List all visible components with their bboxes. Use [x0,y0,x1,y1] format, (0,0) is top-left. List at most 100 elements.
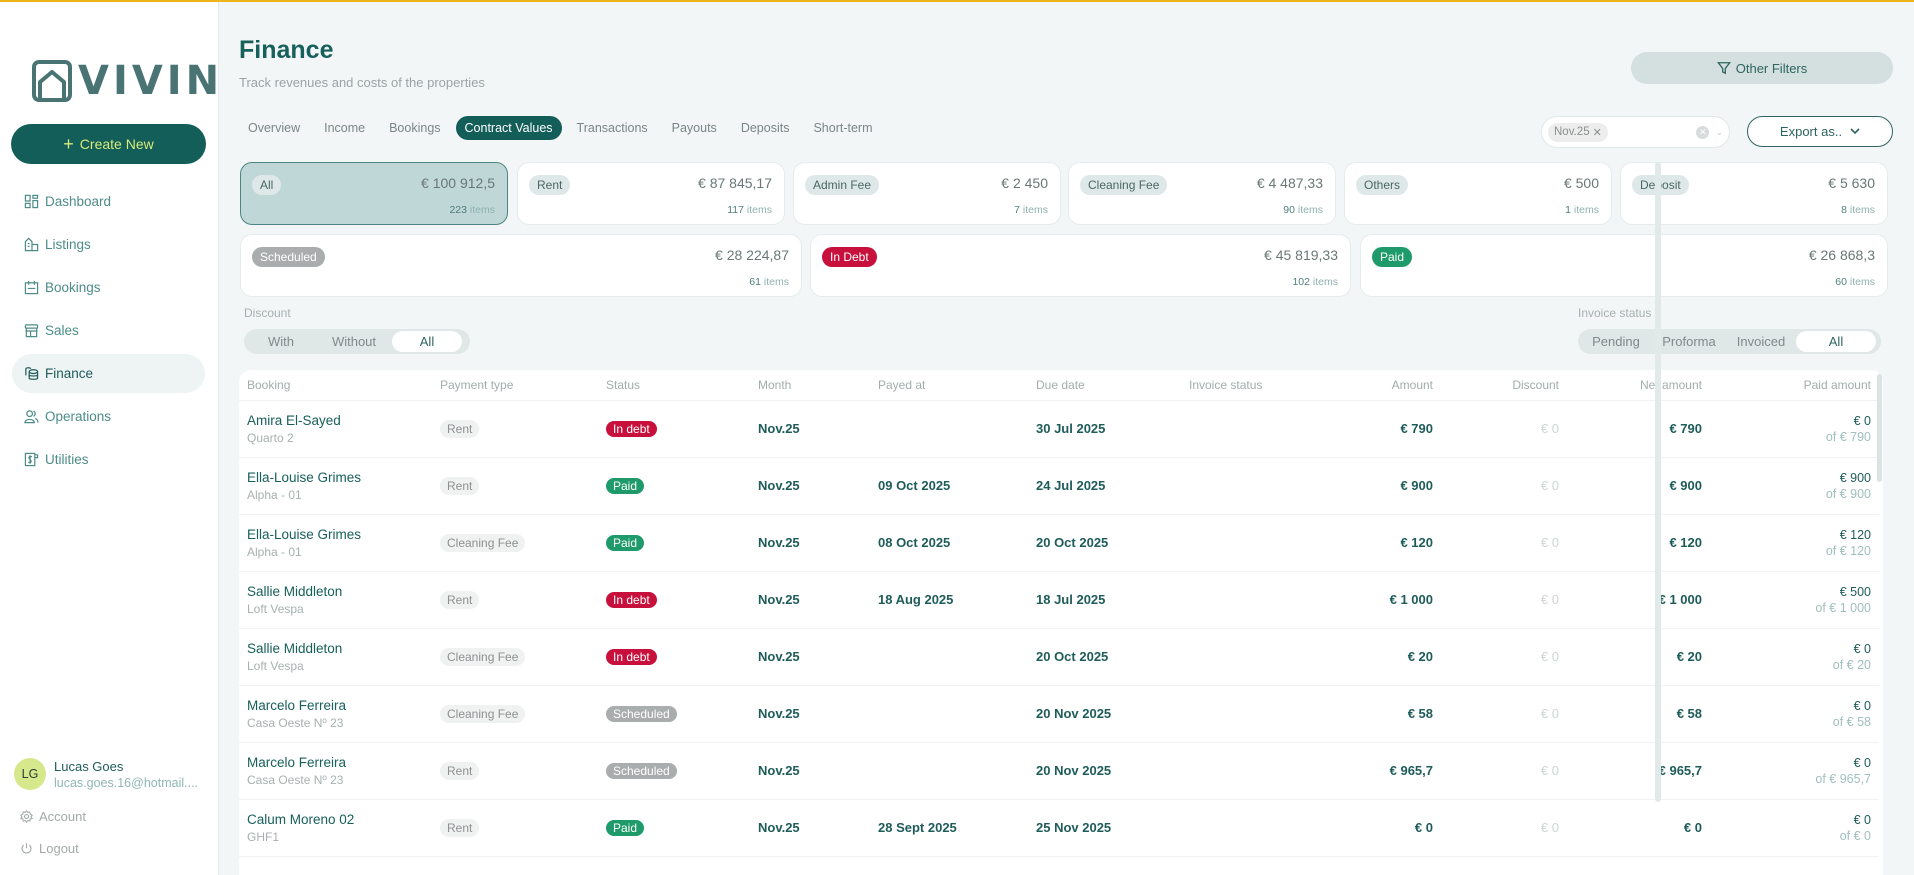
col-status[interactable]: Status [598,370,750,401]
tab-short-term[interactable]: Short-term [813,121,873,135]
sidebar-item-utilities[interactable]: Utilities [12,440,205,479]
table-row[interactable]: Calum Moreno 02 GHF1 Rent Paid Nov.25 28… [239,799,1879,857]
logout-link[interactable]: Logout [20,841,79,856]
type-card-all[interactable]: All € 100 912,5 223 items [240,162,508,225]
col-payment-type[interactable]: Payment type [432,370,598,401]
card-amount: € 100 912,5 [421,175,495,191]
tab-contract-values[interactable]: Contract Values [455,116,562,140]
col-paid-amount[interactable]: Paid amount [1710,370,1879,401]
paid-of-total: of € 1 000 [1815,600,1871,615]
payment-type-cell: Rent [432,799,598,857]
col-invoice-status[interactable]: Invoice status [1181,370,1331,401]
other-filters-label: Other Filters [1735,60,1808,76]
sidebar-item-finance[interactable]: Finance [12,354,205,393]
status-badge: Paid [606,534,645,551]
other-filters-button[interactable]: Other Filters [1631,52,1893,84]
unit-name: Casa Oeste Nº 23 [247,715,344,730]
clear-icon[interactable]: ✕ [1696,125,1710,139]
col-due-date[interactable]: Due date [1028,370,1181,401]
card-amount: € 2 450 [1001,175,1048,191]
type-card-cleaning-fee[interactable]: Cleaning Fee € 4 487,33 90 items [1068,162,1336,225]
status-cell: Paid [598,514,750,572]
sidebar-item-listings[interactable]: Listings [12,225,205,264]
tab-transactions[interactable]: Transactions [576,121,648,135]
payment-type-cell: Cleaning Fee [432,628,598,686]
guest-name[interactable]: Marcelo Ferreira [247,754,347,770]
net-amount-cell: € 58 [1567,685,1710,743]
guest-name[interactable]: Sallie Middleton [247,640,343,656]
invoice-all[interactable]: All [1796,331,1876,352]
status-cell: Scheduled [598,685,750,743]
filter-icon [1716,62,1731,75]
col-booking[interactable]: Booking [239,370,432,401]
paid-amount: € 0 [1853,641,1871,656]
col-discount[interactable]: Discount [1441,370,1567,401]
type-card-others[interactable]: Others € 500 1 items [1344,162,1612,225]
guest-name[interactable]: Sallie Middleton [247,583,343,599]
month-select[interactable]: Nov.25 ✕ ✕ ⌄ [1541,116,1730,148]
net-amount-cell: € 0 [1567,799,1710,857]
col-month[interactable]: Month [750,370,870,401]
type-card-rent[interactable]: Rent € 87 845,17 117 items [517,162,785,225]
invoice-pending[interactable]: Pending [1592,334,1640,349]
type-card-admin-fee[interactable]: Admin Fee € 2 450 7 items [793,162,1061,225]
col-amount[interactable]: Amount [1331,370,1441,401]
create-new-button[interactable]: + Create New [11,124,206,164]
chevron-down-icon[interactable]: ⌄ [1715,126,1723,137]
status-card-in-debt[interactable]: In Debt € 45 819,33 102 items [810,234,1351,297]
guest-name[interactable]: Calum Moreno 02 [247,811,355,827]
discount-all[interactable]: All [392,331,462,352]
unit-name: Casa Oeste Nº 23 [247,772,344,787]
unit-name: Loft Vespa [247,601,304,616]
paid-amount-cell: € 0 of € 58 [1710,685,1879,743]
tab-bookings[interactable]: Bookings [389,121,441,135]
card-amount: € 4 487,33 [1256,175,1323,191]
sidebar-item-sales[interactable]: Sales [12,311,205,350]
table-row[interactable]: Marcelo Ferreira Casa Oeste Nº 23 Rent S… [239,742,1879,800]
unit-name: Alpha - 01 [247,544,302,559]
card-label: Others [1356,175,1409,195]
account-link[interactable]: Account [20,809,86,824]
status-cell: Paid [598,799,750,857]
col-payed-at[interactable]: Payed at [870,370,1028,401]
users-icon [24,410,39,424]
table-row[interactable]: Marcelo Ferreira Casa Oeste Nº 23 Cleani… [239,685,1879,743]
tab-payouts[interactable]: Payouts [671,121,717,135]
table-scrollbar[interactable] [1877,374,1882,482]
tab-deposits[interactable]: Deposits [740,121,790,135]
table-row[interactable]: Ella-Louise Grimes Alpha - 01 Cleaning F… [239,514,1879,572]
status-card-scheduled[interactable]: Scheduled € 28 224,87 61 items [240,234,802,297]
discount-with[interactable]: With [268,334,294,349]
due-date-cell: 20 Oct 2025 [1028,514,1181,572]
status-card-paid[interactable]: Paid € 26 868,3 60 items [1360,234,1888,297]
logo[interactable]: VIVIN [32,58,223,104]
discount-without[interactable]: Without [331,334,377,349]
guest-name[interactable]: Marcelo Ferreira [247,697,347,713]
tab-overview[interactable]: Overview [248,121,301,135]
month-cell: Nov.25 [750,514,870,572]
remove-chip-icon[interactable]: ✕ [1592,126,1602,139]
calendar-icon [24,280,39,295]
payment-type-badge: Rent [440,818,480,837]
table-row[interactable]: Sallie Middleton Loft Vespa Rent In debt… [239,571,1879,629]
sidebar-item-operations[interactable]: Operations [12,397,205,436]
guest-name[interactable]: Ella-Louise Grimes [247,526,362,542]
month-cell: Nov.25 [750,457,870,515]
table-row[interactable]: Sallie Middleton Loft Vespa Cleaning Fee… [239,628,1879,686]
sidebar-item-dashboard[interactable]: Dashboard [12,182,205,221]
user-profile[interactable]: LG Lucas Goes lucas.goes.16@hotmail.... [14,758,198,790]
col-net-amount[interactable]: Net amount [1567,370,1710,401]
invoice-proforma[interactable]: Proforma [1662,334,1716,349]
export-button[interactable]: Export as.. [1747,116,1893,147]
paid-amount: € 900 [1839,470,1871,485]
unit-name: GHF1 [247,829,280,844]
page-scrollbar[interactable] [1655,162,1661,802]
table-row[interactable]: Amira El-Sayed Quarto 2 Rent In debt Nov… [239,400,1879,458]
guest-name[interactable]: Ella-Louise Grimes [247,469,362,485]
invoice-invoiced[interactable]: Invoiced [1736,334,1786,349]
sidebar-item-bookings[interactable]: Bookings [12,268,205,307]
guest-name[interactable]: Amira El-Sayed [247,412,341,428]
paid-amount-cell: € 0 of € 20 [1710,628,1879,686]
table-row[interactable]: Ella-Louise Grimes Alpha - 01 Rent Paid … [239,457,1879,515]
tab-income[interactable]: Income [324,121,366,135]
